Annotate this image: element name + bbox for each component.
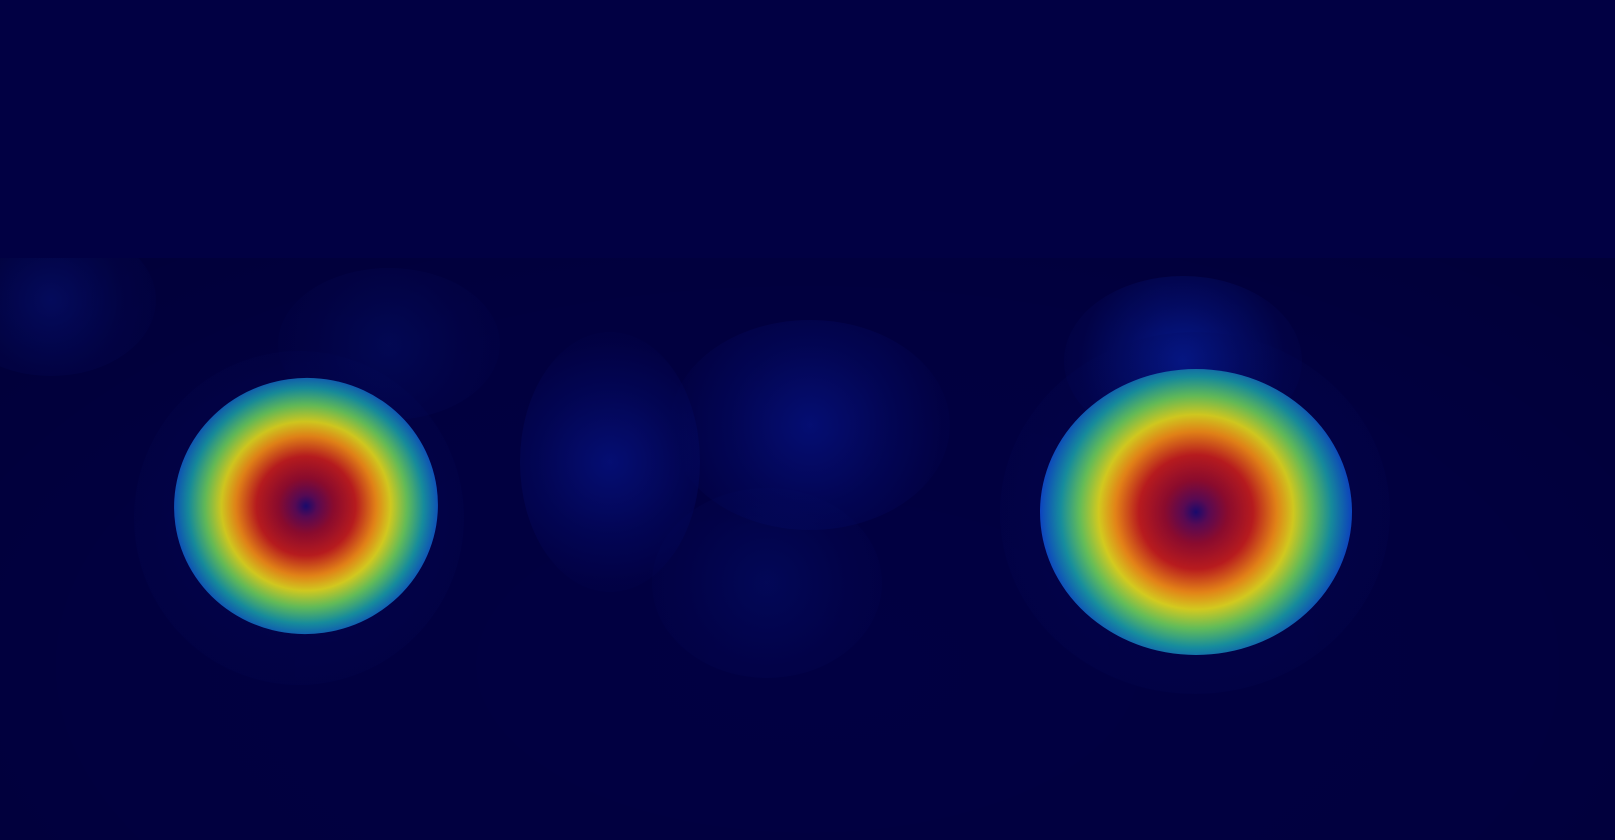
left-hotspot-halo [134,351,464,685]
heatmap-vignette [0,258,1615,840]
attention-heatmap [0,258,1615,840]
right-upper-glow [1064,276,1302,446]
center-left-faint-glow [520,332,700,592]
right-hotspot-halo [1000,332,1390,694]
center-lower-glow [652,488,882,678]
upper-background-band [0,0,1615,258]
right-hotspot [1040,369,1352,655]
center-upper-glow [670,320,950,530]
left-upper-faint-glow [278,268,500,420]
left-hotspot [157,361,454,651]
upper-left-corner-glow [0,258,156,376]
